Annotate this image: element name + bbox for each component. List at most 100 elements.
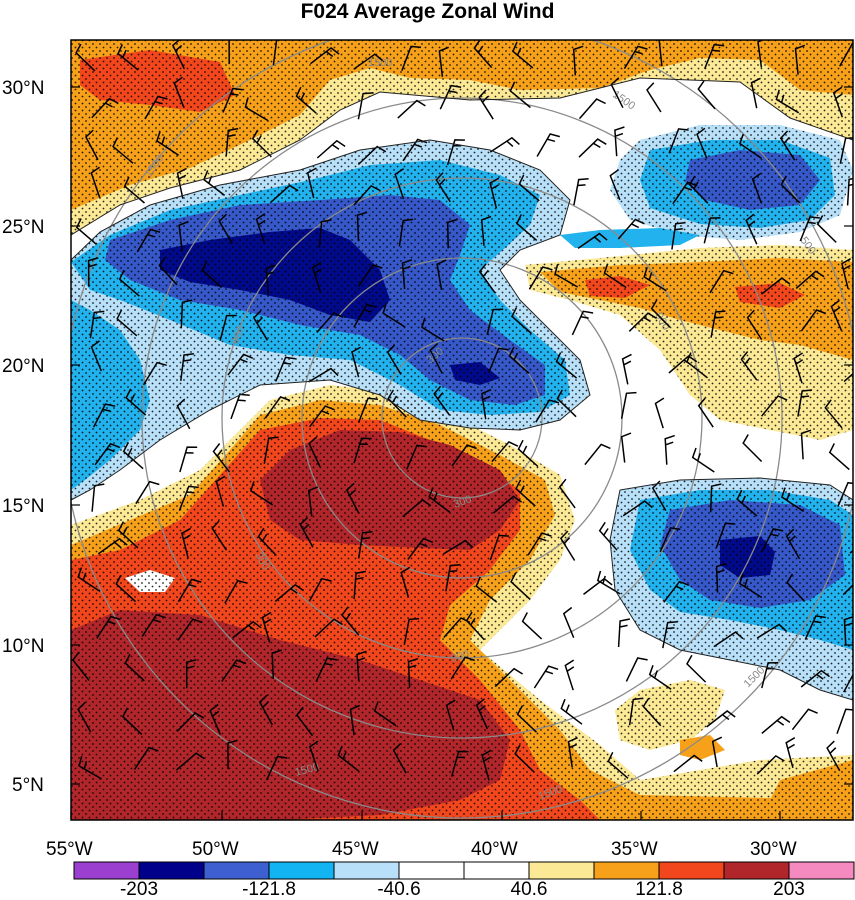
wind-barb <box>90 340 102 372</box>
wind-barb <box>221 659 247 682</box>
wind-barb <box>94 442 121 466</box>
wind-barb <box>357 145 387 166</box>
wind-barb <box>308 577 332 602</box>
wind-barb <box>584 443 611 466</box>
wind-barb <box>614 126 625 157</box>
wind-barb <box>673 754 703 773</box>
wind-barb <box>841 258 851 289</box>
wind-barb <box>598 521 618 551</box>
wind-barb <box>435 172 451 203</box>
wind-barb <box>648 664 672 690</box>
wind-barb <box>536 133 560 157</box>
lon-label-55w: 55°W <box>46 839 93 860</box>
wind-barb <box>650 299 671 328</box>
wind-barb <box>620 391 637 419</box>
mid-blue-strip <box>560 228 700 248</box>
wind-barb <box>493 495 523 514</box>
wind-barb <box>533 665 559 689</box>
wind-barb <box>622 500 653 517</box>
latitude-axis <box>71 86 853 785</box>
colorbar-label: -203 <box>120 879 158 900</box>
colorbar-swatch <box>593 861 660 880</box>
wind-barb <box>703 217 721 244</box>
wind-barb <box>450 656 475 680</box>
wind-barb <box>78 756 102 780</box>
wind-barb <box>142 361 167 386</box>
colorbar-swatch <box>333 861 400 880</box>
wind-barb <box>486 308 504 336</box>
wind-barb <box>122 442 144 470</box>
lon-label-50w: 50°W <box>192 839 239 860</box>
colorbar-swatch <box>658 861 725 880</box>
wind-barb <box>407 537 434 560</box>
wind-barb <box>351 346 362 378</box>
wind-barb <box>311 261 322 293</box>
wind-barb <box>406 444 428 470</box>
wind-barb <box>830 299 843 331</box>
wind-barb <box>800 429 812 460</box>
wind-barb <box>178 485 199 511</box>
wind-barb <box>564 659 575 691</box>
colorbar-swatch <box>203 861 270 880</box>
wind-barb <box>628 697 644 726</box>
wind-barb <box>780 175 801 204</box>
wind-barb <box>837 481 853 507</box>
wind-barb <box>535 399 560 423</box>
wind-barb <box>116 309 138 337</box>
wind-barb <box>392 742 407 774</box>
wind-barb <box>528 266 553 290</box>
wind-barb <box>473 40 493 69</box>
wind-barb <box>826 740 841 772</box>
wind-barb <box>751 172 763 204</box>
wind-barb <box>402 499 432 518</box>
wind-barb <box>75 43 96 72</box>
wind-barb <box>475 576 498 603</box>
wind-barb <box>489 534 509 561</box>
wind-barb <box>353 184 381 206</box>
wind-barb <box>610 77 624 109</box>
wind-barb <box>222 87 243 113</box>
wind-barb <box>306 167 317 199</box>
ring-label: 1500 <box>368 57 392 69</box>
wind-barb <box>488 347 509 373</box>
wind-barb <box>407 657 419 688</box>
wind-barb <box>628 312 657 332</box>
wind-barb <box>177 618 203 641</box>
wind-barb <box>219 314 237 341</box>
wind-barb <box>625 657 648 682</box>
wind-barb <box>445 563 461 592</box>
wind-barb <box>671 221 686 250</box>
wind-barb <box>842 584 853 596</box>
wind-barb <box>91 483 105 512</box>
wind-barb <box>356 650 367 681</box>
lat-label-15n: 15°N <box>2 496 44 517</box>
wind-barb <box>794 44 806 75</box>
wind-barb <box>92 403 116 428</box>
wind-barb <box>446 218 458 249</box>
wind-barb <box>77 567 101 593</box>
wind-barb <box>800 669 830 688</box>
significance-stippling <box>71 40 853 820</box>
colorbar-swatch <box>788 861 855 880</box>
wind-barb <box>750 77 761 109</box>
map-frame <box>70 39 854 821</box>
range-ring-1500 <box>71 40 853 819</box>
wind-barb <box>475 698 489 730</box>
wind-barb <box>607 751 629 779</box>
wind-barb <box>696 127 708 159</box>
wind-barb <box>218 213 234 245</box>
range-rings <box>71 40 853 819</box>
wind-barb <box>357 264 383 287</box>
wind-barb <box>761 528 784 553</box>
wind-barb <box>175 752 205 771</box>
wind-barb <box>517 439 539 468</box>
wind-barb <box>740 351 758 381</box>
wind-barb <box>623 45 648 69</box>
wind-barb <box>309 740 319 772</box>
wind-barb <box>697 397 714 428</box>
wind-barb <box>663 580 690 603</box>
wind-barb <box>136 228 161 253</box>
wind-barb <box>704 43 725 70</box>
wind-barb <box>761 277 791 295</box>
colorbar-label: -40.6 <box>377 879 420 900</box>
